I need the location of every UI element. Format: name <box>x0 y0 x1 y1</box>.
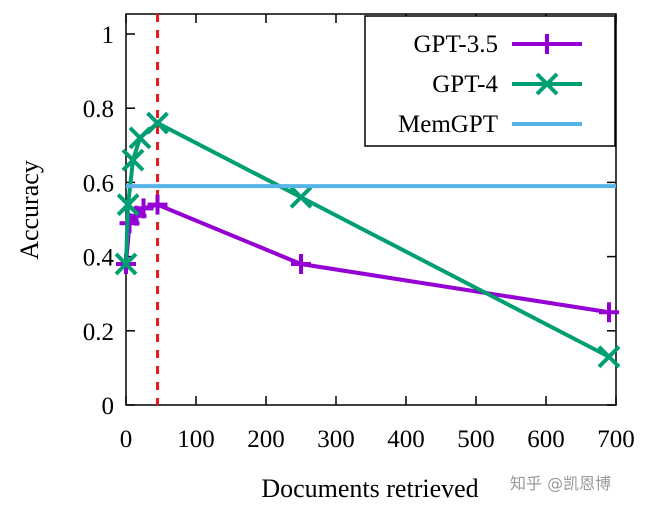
x-tick-label: 200 <box>247 426 285 453</box>
x-tick-label: 700 <box>597 426 635 453</box>
gpt-3-5-point <box>599 302 619 323</box>
gpt-3-5-point <box>147 194 168 215</box>
legend-label-memgpt: MemGPT <box>398 111 498 138</box>
y-tick-label: 0.8 <box>83 96 114 123</box>
x-tick-label: 300 <box>317 426 355 453</box>
legend-label-gpt-4: GPT-4 <box>432 71 498 98</box>
x-tick-label: 100 <box>177 426 215 453</box>
y-tick-label: 0 <box>102 393 115 420</box>
y-tick-label: 0.4 <box>83 245 115 272</box>
gpt-4-point <box>121 148 145 172</box>
y-tick-label: 1 <box>102 22 115 49</box>
x-tick-label: 400 <box>387 426 425 453</box>
gpt-3-5-point <box>291 254 311 275</box>
gpt-4-point <box>116 193 140 217</box>
gpt-4-line <box>124 120 610 359</box>
x-tick-label: 500 <box>457 426 495 453</box>
x-axis-label: Documents retrieved <box>261 474 478 503</box>
gpt-4-point <box>146 111 169 135</box>
gpt-4-point <box>114 252 138 276</box>
gpt-3-5-point <box>133 198 154 219</box>
gpt-3-5-line <box>124 202 610 315</box>
legend-marker-gpt-4 <box>535 72 559 96</box>
y-tick-label: 0.2 <box>83 319 114 346</box>
legend-label-gpt-3-5: GPT-3.5 <box>413 31 498 58</box>
x-tick-label: 600 <box>527 426 565 453</box>
gpt-4-point <box>289 185 313 209</box>
legend-marker-gpt-3-5 <box>537 34 557 54</box>
watermark: 知乎 @凯恩博 <box>510 474 612 493</box>
y-tick-label: 0.6 <box>83 170 114 197</box>
y-axis-label: Accuracy <box>15 160 44 260</box>
x-tick-label: 0 <box>120 426 133 453</box>
gpt-4-point <box>597 345 621 369</box>
